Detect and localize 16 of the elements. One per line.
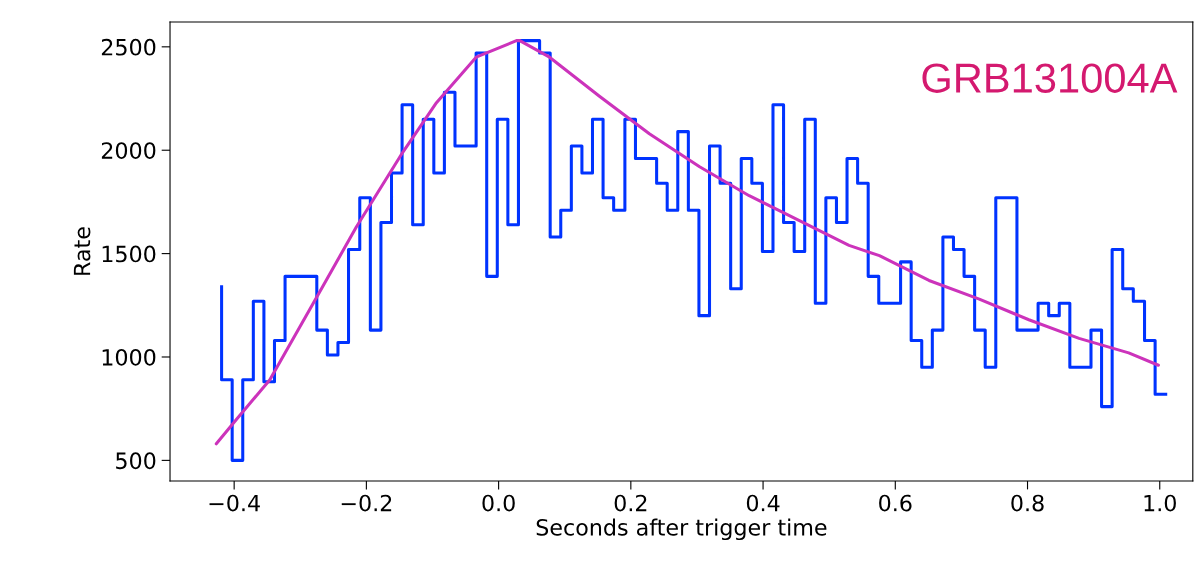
- x-tick-label: 0.8: [1011, 494, 1044, 512]
- x-tick-label: −0.4: [209, 494, 260, 512]
- y-tick-label: 500: [116, 452, 156, 470]
- x-tick-label: 0.6: [879, 494, 912, 512]
- y-tick-label: 1500: [102, 245, 156, 263]
- x-tick-label: −0.2: [341, 494, 392, 512]
- y-tick-label: 2000: [101, 142, 156, 159]
- x-tick-label: 0.2: [614, 494, 647, 512]
- y-tick-label: 1000: [102, 348, 156, 366]
- y-axis-title: Rate: [73, 227, 91, 275]
- annotation: GRB131004A: [922, 63, 1178, 93]
- x-axis-title: Seconds after trigger time: [536, 518, 827, 541]
- x-tick-label: 0.4: [746, 494, 780, 512]
- y-tick-label: 2500: [101, 38, 156, 56]
- x-tick-label: 0.0: [482, 494, 515, 512]
- x-tick-label: 1.0: [1144, 494, 1176, 512]
